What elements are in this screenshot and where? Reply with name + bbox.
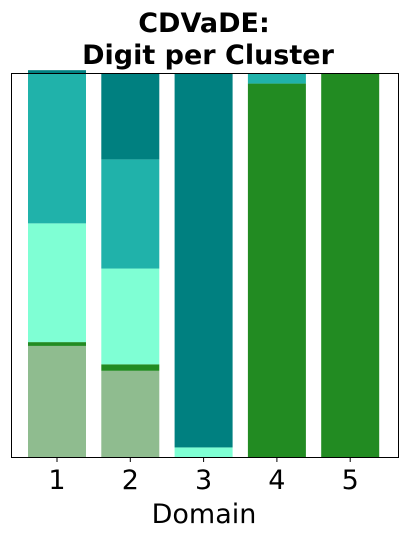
- bar-segment-domain-2-series-5: [101, 74, 160, 160]
- bar-segment-domain-1-series-3: [28, 223, 86, 343]
- x-tick-label-2: 2: [122, 465, 139, 496]
- bar-segment-domain-1-series-5: [28, 70, 86, 74]
- x-axis-label: Domain: [152, 499, 257, 530]
- plot-frame: [11, 73, 399, 458]
- chart-title-line-2: Digit per Cluster: [82, 40, 334, 71]
- bar-segment-domain-1-series-4: [28, 74, 86, 224]
- bar-segment-domain-3-series-5: [174, 74, 233, 448]
- x-tick-label-1: 1: [48, 465, 65, 496]
- bar-segment-domain-1-series-2: [28, 342, 86, 346]
- x-tick-label-5: 5: [342, 465, 359, 496]
- chart-title: CDVaDE: Digit per Cluster: [82, 8, 334, 71]
- x-tick-label-3: 3: [195, 465, 212, 496]
- bar-segment-domain-4-series-2: [247, 83, 306, 457]
- bar-segment-domain-2-series-3: [101, 268, 160, 365]
- bar-segment-domain-1-series-1: [28, 345, 86, 457]
- bar-segment-domain-2-series-4: [101, 159, 160, 269]
- bar-segments: [28, 70, 380, 457]
- bar-segment-domain-3-series-3: [174, 447, 233, 457]
- chart-title-line-1: CDVaDE:: [138, 8, 270, 39]
- bar-segment-domain-2-series-2: [101, 364, 160, 371]
- bar-segment-domain-5-series-2: [321, 74, 380, 457]
- x-tick-label-4: 4: [268, 465, 285, 496]
- bar-segment-domain-4-series-4: [247, 74, 306, 84]
- x-axis-ticks: 1 2 3 4 5: [48, 457, 359, 496]
- bar-segment-domain-2-series-1: [101, 370, 160, 457]
